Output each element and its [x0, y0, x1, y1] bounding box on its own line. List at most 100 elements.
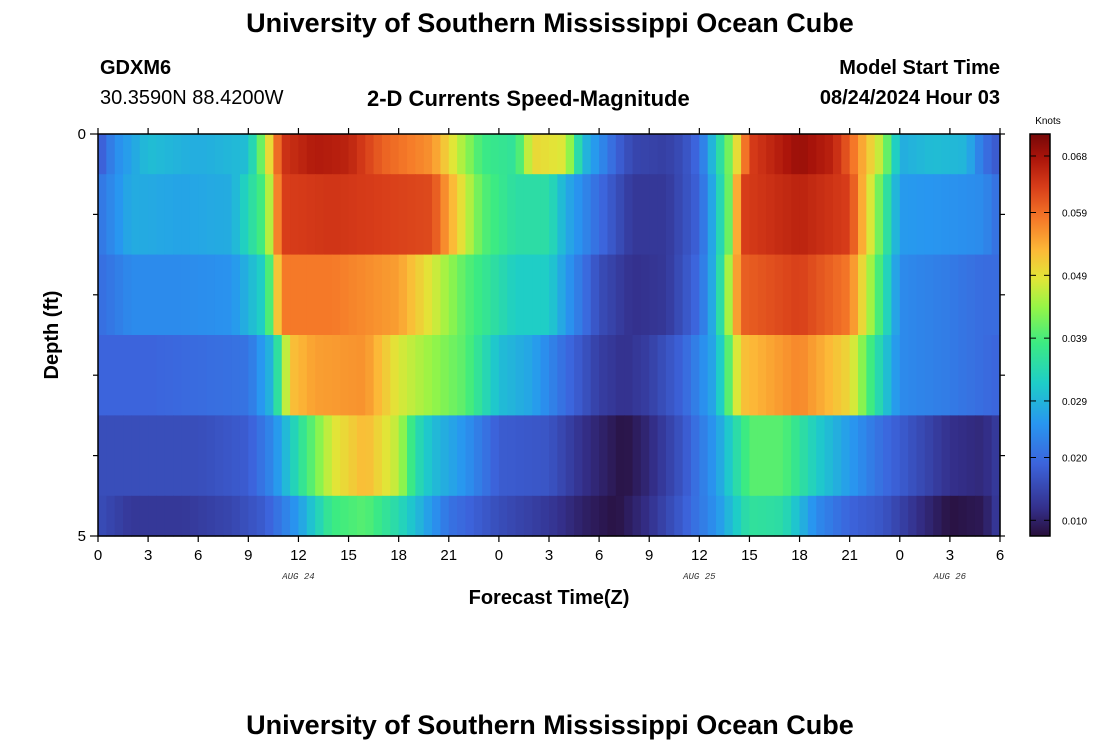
- heat-cell: [507, 254, 517, 336]
- heat-cell: [807, 134, 817, 175]
- heat-cell: [365, 134, 375, 175]
- heat-cell: [490, 495, 500, 537]
- heat-cell: [674, 174, 684, 256]
- heat-cell: [114, 335, 124, 416]
- heat-cell: [690, 495, 700, 537]
- heat-cell: [582, 174, 592, 256]
- heat-cell: [707, 174, 717, 256]
- heat-cell: [632, 174, 642, 256]
- heat-cell: [590, 134, 600, 175]
- heat-cell: [615, 254, 625, 336]
- heat-cell: [966, 495, 976, 537]
- heat-cell: [682, 335, 692, 416]
- heat-cell: [223, 254, 233, 336]
- heat-cell: [290, 415, 300, 497]
- heat-cell: [924, 335, 934, 416]
- heat-cell: [924, 415, 934, 497]
- heat-cell: [749, 254, 759, 336]
- heat-cell: [632, 134, 642, 175]
- heat-cell: [498, 335, 508, 416]
- heat-cell: [223, 134, 233, 175]
- heat-cell: [507, 335, 517, 416]
- heat-cell: [156, 254, 166, 336]
- heat-cell: [590, 254, 600, 336]
- heat-cell: [908, 495, 918, 537]
- heat-cell: [841, 134, 851, 175]
- heat-cell: [381, 415, 391, 497]
- heat-cell: [98, 254, 107, 336]
- heat-cell: [657, 134, 667, 175]
- heat-cell: [949, 134, 959, 175]
- y-axis-title: Depth (ft): [41, 291, 63, 380]
- date-labels: AUG 24 AUG 25 AUG 26: [281, 572, 966, 582]
- heat-cell: [749, 134, 759, 175]
- heat-cell: [632, 254, 642, 336]
- heat-cell: [665, 335, 675, 416]
- heat-cell: [482, 174, 492, 256]
- colorbar-tick-label: 0.059: [1062, 209, 1087, 220]
- heat-cell: [682, 174, 692, 256]
- x-tick-label: 21: [841, 547, 858, 564]
- heat-cell: [265, 174, 274, 256]
- heat-cell: [640, 495, 650, 537]
- heat-cell: [498, 134, 508, 175]
- heat-cell: [899, 335, 909, 416]
- heat-cell: [799, 254, 809, 336]
- heat-cell: [757, 134, 767, 175]
- x-tick-label: 3: [946, 547, 954, 564]
- heat-cell: [423, 335, 433, 416]
- heat-cell: [189, 254, 199, 336]
- heat-cell: [239, 495, 249, 537]
- colorbar: Knots 0.068 0.059 0.049 0.039 0.029 0.020 0.01…: [1029, 116, 1087, 537]
- heat-cell: [440, 254, 450, 336]
- heat-cell: [139, 134, 149, 175]
- heat-cell: [423, 174, 433, 256]
- heat-cell: [390, 335, 400, 416]
- heat-cell: [716, 254, 725, 336]
- heat-cell: [164, 335, 174, 416]
- heat-cell: [924, 174, 934, 256]
- heat-cell: [941, 134, 951, 175]
- heat-cell: [749, 335, 759, 416]
- heat-cell: [356, 174, 366, 256]
- heat-cell: [807, 254, 817, 336]
- heat-cell: [98, 495, 107, 537]
- heat-cell: [816, 335, 826, 416]
- heat-cell: [164, 415, 174, 497]
- heat-cell: [757, 254, 767, 336]
- heat-cell: [373, 134, 383, 175]
- heat-cell: [482, 134, 492, 175]
- x-tick-label: 12: [691, 547, 708, 564]
- heat-cell: [223, 174, 233, 256]
- heat-cell: [432, 254, 442, 336]
- heat-cell: [624, 335, 634, 416]
- heat-cell: [281, 254, 291, 336]
- model-start-value: 08/24/2024 Hour 03: [819, 87, 1000, 109]
- heat-cell: [482, 335, 492, 416]
- heat-cell: [515, 415, 525, 497]
- heat-cell: [306, 335, 316, 416]
- heat-cell: [523, 335, 533, 416]
- x-tick-label: 0: [495, 547, 503, 564]
- heat-cell: [599, 134, 609, 175]
- heat-cell: [582, 134, 592, 175]
- heat-cell: [365, 335, 375, 416]
- heat-cell: [523, 415, 533, 497]
- heat-cell: [557, 415, 567, 497]
- heat-cell: [816, 174, 826, 256]
- colorbar-frame: [1029, 133, 1051, 537]
- heat-cell: [782, 415, 792, 497]
- heat-cell: [974, 495, 984, 537]
- x-tick-label: 15: [340, 547, 357, 564]
- heat-cell: [473, 495, 483, 537]
- heat-cell: [214, 174, 224, 256]
- y-tick-label: 0: [78, 126, 86, 143]
- footer-title: University of Southern Mississippi Ocean…: [246, 710, 854, 740]
- heat-cell: [766, 134, 776, 175]
- heat-cell: [557, 174, 567, 256]
- heat-cell: [974, 415, 984, 497]
- heat-cell: [690, 335, 700, 416]
- heat-cell: [423, 134, 433, 175]
- heat-cell: [365, 415, 375, 497]
